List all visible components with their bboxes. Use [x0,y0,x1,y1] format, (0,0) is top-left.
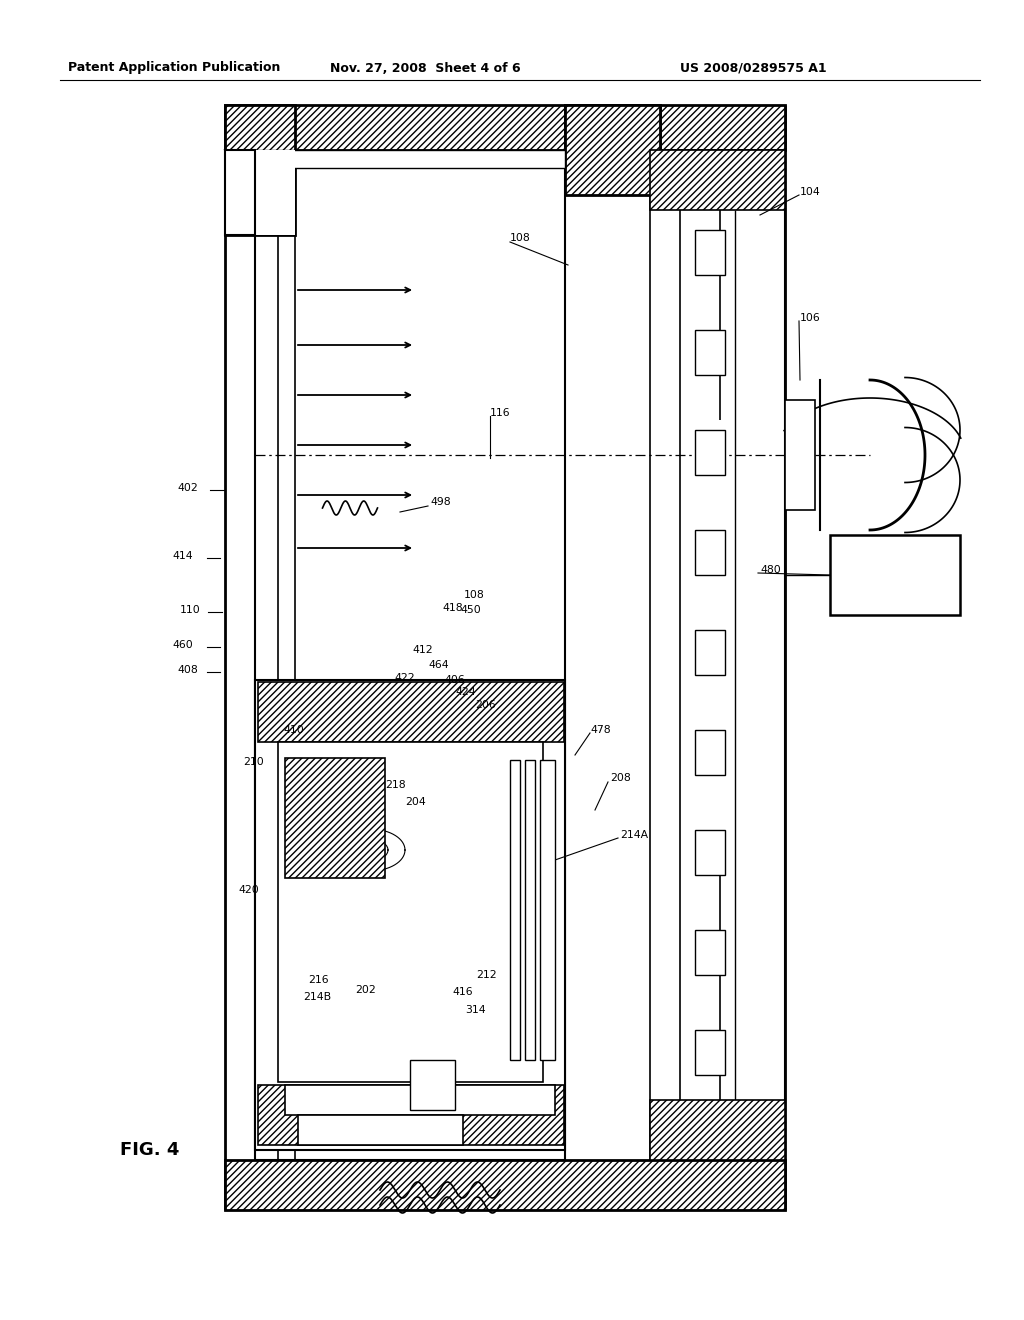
Text: 464: 464 [428,660,449,671]
Bar [695,830,725,875]
Text: 108: 108 [510,234,530,243]
Text: 460: 460 [172,640,193,649]
Text: 410: 410 [283,725,304,735]
Bar [285,1085,555,1115]
Text: 404: 404 [345,766,366,775]
Circle shape [370,841,406,876]
Text: 112: 112 [375,1090,395,1100]
Bar [695,230,725,275]
Text: 418: 418 [442,603,463,612]
Text: 422: 422 [394,673,415,682]
Circle shape [334,841,371,876]
Bar [695,531,725,576]
Text: 498: 498 [430,498,451,507]
Bar [650,1100,785,1160]
Text: FIG. 4: FIG. 4 [120,1140,179,1159]
Bar [785,400,815,510]
Polygon shape [225,150,255,235]
Text: Patent Application Publication: Patent Application Publication [68,62,281,74]
Bar [525,760,535,1060]
Text: 478: 478 [590,725,610,735]
Bar [695,931,725,975]
Text: 202: 202 [355,985,376,995]
Circle shape [370,824,406,859]
Bar [298,1115,463,1144]
Bar [830,535,961,615]
Text: Nov. 27, 2008  Sheet 4 of 6: Nov. 27, 2008 Sheet 4 of 6 [330,62,520,74]
Text: 116: 116 [490,408,511,418]
Circle shape [352,843,388,880]
Bar [278,742,543,1082]
Bar [695,1030,725,1074]
Text: 480: 480 [760,565,780,576]
Text: 214B: 214B [303,993,331,1002]
Bar [695,430,725,475]
Text: 114: 114 [393,1113,414,1123]
Text: 110: 110 [180,605,201,615]
Text: 214A: 214A [620,830,648,840]
Text: 416: 416 [452,987,473,997]
Text: 210: 210 [243,756,264,767]
Text: 212: 212 [476,970,497,979]
Circle shape [352,820,388,855]
Text: 206: 206 [475,700,496,710]
Text: 204: 204 [406,797,426,807]
Text: 218: 218 [385,780,406,789]
Bar [565,106,660,195]
Text: 106: 106 [800,313,821,323]
Text: SUPPLY: SUPPLY [870,583,920,597]
Bar [255,150,295,235]
Text: US 2008/0289575 A1: US 2008/0289575 A1 [680,62,826,74]
Bar [225,1160,785,1210]
Bar [650,150,785,210]
Bar [540,760,555,1060]
Text: 402: 402 [177,483,198,492]
Bar [255,680,565,1150]
Bar [695,630,725,675]
Bar [510,760,520,1060]
Bar [258,1085,564,1144]
Bar [225,106,785,150]
Text: 408: 408 [177,665,198,675]
Text: 208: 208 [610,774,631,783]
Text: 108: 108 [464,590,484,601]
Text: 412: 412 [412,645,432,655]
Text: 406: 406 [444,675,465,685]
Text: POWER: POWER [870,558,920,572]
Bar [258,682,564,742]
Text: 450: 450 [460,605,480,615]
Circle shape [327,832,362,869]
Bar [410,1060,455,1110]
Bar [225,106,295,235]
Text: 420: 420 [238,884,259,895]
Text: 216: 216 [308,975,329,985]
Circle shape [377,832,413,869]
Bar [285,758,385,878]
Text: 414: 414 [172,550,193,561]
Bar [695,330,725,375]
Circle shape [334,824,371,859]
Text: 314: 314 [465,1005,485,1015]
Bar [695,730,725,775]
Bar [565,106,660,150]
Text: 104: 104 [800,187,821,197]
Bar [255,150,565,168]
Text: 424: 424 [455,686,475,697]
